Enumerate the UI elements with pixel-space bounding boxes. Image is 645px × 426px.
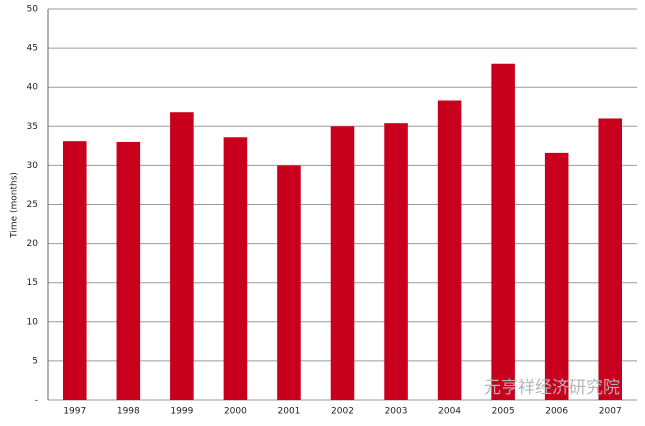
bar <box>491 63 515 401</box>
bar <box>330 126 355 401</box>
y-axis-label: Time (months) <box>10 172 20 239</box>
x-tick-label: 1998 <box>117 407 140 417</box>
y-tick-label: 45 <box>27 44 38 54</box>
x-tick-label: 2002 <box>331 407 354 417</box>
x-tick-label: 2001 <box>278 407 301 417</box>
x-tick-label: 2005 <box>492 407 515 417</box>
bar <box>437 100 462 400</box>
x-tick-label: 1999 <box>170 407 193 417</box>
bar <box>384 123 408 400</box>
bar <box>223 137 248 401</box>
bar <box>116 141 141 400</box>
y-tick-label: 25 <box>27 200 38 210</box>
watermark: 元亨祥经济研究院 <box>484 378 620 398</box>
y-tick-label: 40 <box>27 83 39 93</box>
y-tick-label: 20 <box>27 239 39 249</box>
x-tick-label: 2007 <box>599 407 622 417</box>
bar <box>277 165 301 400</box>
y-tick-label: 15 <box>27 278 38 288</box>
y-tick-label: - <box>35 396 38 406</box>
x-tick-label: 1997 <box>63 407 86 417</box>
bar <box>62 141 87 400</box>
y-tick-label: 30 <box>27 161 39 171</box>
bar <box>598 118 623 400</box>
x-tick-label: 2000 <box>224 407 247 417</box>
x-tick-label: 2006 <box>545 407 568 417</box>
bar <box>544 152 569 400</box>
y-tick-label: 50 <box>27 5 39 15</box>
y-tick-label: 35 <box>27 122 38 132</box>
bar <box>170 112 194 400</box>
x-tick-label: 2003 <box>385 407 408 417</box>
x-tick-label: 2004 <box>438 407 461 417</box>
y-tick-label: 10 <box>27 317 39 327</box>
y-tick-label: 5 <box>32 356 38 366</box>
